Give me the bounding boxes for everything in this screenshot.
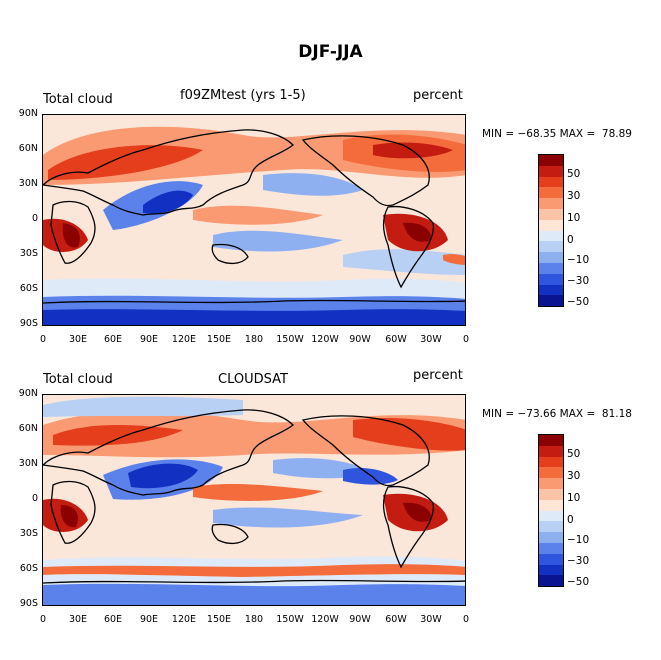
lon-label: 90W	[349, 614, 371, 625]
lon-label: 120E	[171, 334, 197, 345]
lon-label: 60E	[103, 614, 123, 625]
colorbar-swatch	[539, 467, 563, 479]
colorbar-swatch	[539, 445, 563, 457]
lon-label: 0	[39, 614, 47, 625]
colorbar	[538, 434, 564, 588]
colorbar-swatch	[539, 155, 563, 166]
colorbar-swatch	[539, 208, 563, 220]
lon-label: 90E	[139, 614, 159, 625]
lon-label: 120W	[311, 334, 339, 345]
lon-label: 0	[462, 614, 470, 625]
colorbar-swatch	[539, 435, 563, 446]
lat-label-90s: 90S	[19, 598, 38, 609]
panel-units-label: percent	[413, 368, 463, 383]
colorbar-label: −10	[567, 534, 590, 546]
colorbar-label: −50	[567, 296, 590, 308]
lon-label: 150E	[206, 614, 232, 625]
colorbar-swatch	[539, 488, 563, 500]
colorbar-swatch	[539, 198, 563, 209]
colorbar-swatch	[539, 521, 563, 533]
colorbar-swatch	[539, 542, 563, 554]
panel-case-title: CLOUDSAT	[218, 372, 288, 387]
lat-label-60n: 60N	[18, 423, 38, 434]
colorbar-swatch	[539, 532, 563, 543]
colorbar-swatch	[539, 284, 563, 296]
lon-label: 120W	[311, 614, 339, 625]
colorbar-swatch	[539, 241, 563, 253]
lat-label-30n: 30N	[18, 178, 38, 189]
colorbar-swatch	[539, 553, 563, 565]
lon-label: 60W	[385, 334, 407, 345]
colorbar-swatch	[539, 165, 563, 177]
colorbar-swatch	[539, 564, 563, 576]
lon-label: 90E	[139, 334, 159, 345]
lat-label-30s: 30S	[19, 248, 38, 259]
colorbar-label: −10	[567, 254, 590, 266]
lon-label: 180	[244, 614, 264, 625]
lon-label: 30E	[68, 334, 88, 345]
lat-label-90n: 90N	[18, 108, 38, 119]
lon-label: 90W	[349, 334, 371, 345]
lat-label-60s: 60S	[19, 283, 38, 294]
colorbar-swatch	[539, 273, 563, 285]
colorbar	[538, 154, 564, 308]
colorbar-swatch	[539, 510, 563, 522]
colorbar-label: −30	[567, 275, 590, 287]
colorbar-swatch	[539, 176, 563, 188]
min-max-readout: MIN = −73.66 MAX = 81.18	[482, 408, 632, 420]
contour-map	[43, 115, 465, 325]
lon-label: 150E	[206, 334, 232, 345]
map-plot-area	[42, 394, 466, 606]
lon-label: 30W	[420, 614, 442, 625]
lon-label: 0	[462, 334, 470, 345]
lat-label-90s: 90S	[19, 318, 38, 329]
panel-variable-label: Total cloud	[43, 372, 113, 387]
figure-title: DJF-JJA	[298, 42, 363, 62]
map-panel-model: Total cloud f09ZMtest (yrs 1-5) percent	[0, 86, 661, 346]
lon-label: 30W	[420, 334, 442, 345]
colorbar-swatch	[539, 252, 563, 263]
colorbar-swatch	[539, 575, 563, 587]
colorbar-swatch	[539, 262, 563, 274]
colorbar-swatch	[539, 499, 563, 511]
lon-label: 120E	[171, 614, 197, 625]
colorbar-label: 10	[567, 212, 581, 224]
lon-label: 150W	[276, 614, 304, 625]
lon-label: 150W	[276, 334, 304, 345]
colorbar-swatch	[539, 230, 563, 242]
colorbar-swatch	[539, 295, 563, 307]
panel-case-title: f09ZMtest (yrs 1-5)	[180, 88, 306, 103]
min-max-readout: MIN = −68.35 MAX = 78.89	[482, 128, 632, 140]
colorbar-swatch	[539, 478, 563, 489]
colorbar-label: −50	[567, 576, 590, 588]
panel-variable-label: Total cloud	[43, 92, 113, 107]
lat-label-60s: 60S	[19, 563, 38, 574]
lat-label-eq: 0	[31, 493, 38, 504]
lon-label: 0	[39, 334, 47, 345]
map-plot-area	[42, 114, 466, 326]
colorbar-label: 30	[567, 190, 581, 202]
lon-label: 180	[244, 334, 264, 345]
colorbar-label: 50	[567, 168, 581, 180]
colorbar-label: 30	[567, 470, 581, 482]
colorbar-swatch	[539, 219, 563, 231]
lat-label-90n: 90N	[18, 388, 38, 399]
lon-label: 60E	[103, 334, 123, 345]
lon-label: 60W	[385, 614, 407, 625]
lon-label: 30E	[68, 614, 88, 625]
colorbar-swatch	[539, 187, 563, 199]
colorbar-label: 0	[567, 514, 574, 526]
map-panel-observed: Total cloud CLOUDSAT percent	[0, 366, 661, 626]
lat-label-30n: 30N	[18, 458, 38, 469]
colorbar-label: 50	[567, 448, 581, 460]
panel-units-label: percent	[413, 88, 463, 103]
lat-label-30s: 30S	[19, 528, 38, 539]
lat-label-eq: 0	[31, 213, 38, 224]
colorbar-label: 10	[567, 492, 581, 504]
colorbar-swatch	[539, 456, 563, 468]
contour-map	[43, 395, 465, 605]
lat-label-60n: 60N	[18, 143, 38, 154]
colorbar-label: −30	[567, 555, 590, 567]
colorbar-label: 0	[567, 234, 574, 246]
